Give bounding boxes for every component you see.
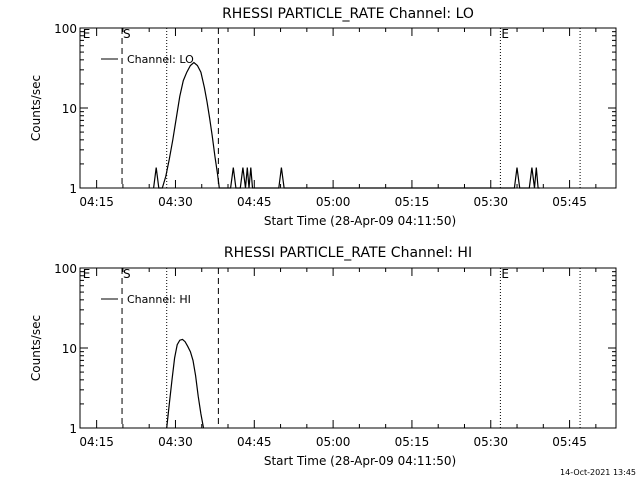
y-tick-label: 1 bbox=[69, 422, 77, 436]
annotation-label: E bbox=[501, 27, 509, 41]
x-tick-label: 05:45 bbox=[552, 435, 587, 449]
x-tick-label: 05:15 bbox=[395, 195, 430, 209]
plot-frame-lo bbox=[79, 27, 617, 189]
x-tick-label: 05:00 bbox=[316, 435, 351, 449]
legend-entry-hi: Channel: HI bbox=[127, 293, 191, 306]
panel-lo: RHESSI PARTICLE_RATE Channel: LO 04:15 04:… bbox=[29, 6, 617, 228]
plot-frame-hi bbox=[79, 267, 617, 429]
annotation-label: E bbox=[83, 27, 91, 41]
chart-title-hi: RHESSI PARTICLE_RATE Channel: HI bbox=[224, 245, 472, 261]
annotation-label: S bbox=[123, 267, 131, 281]
annotation-label: E bbox=[83, 267, 91, 281]
y-tick-label: 100 bbox=[54, 22, 77, 36]
x-tick-label: 05:30 bbox=[473, 435, 508, 449]
annotation-label: E bbox=[501, 267, 509, 281]
legend-entry-lo: Channel: LO bbox=[127, 53, 194, 66]
footer-timestamp: 14-Oct-2021 13:45 bbox=[560, 468, 636, 477]
y-tick-label: 1 bbox=[69, 182, 77, 196]
x-tick-label: 04:15 bbox=[79, 195, 114, 209]
x-tick-label: 05:00 bbox=[316, 195, 351, 209]
chart-title-lo: RHESSI PARTICLE_RATE Channel: LO bbox=[222, 6, 474, 22]
x-tick-label: 05:30 bbox=[473, 195, 508, 209]
y-tick-label: 10 bbox=[62, 102, 77, 116]
series-line-hi bbox=[166, 338, 205, 429]
x-tick-label: 04:45 bbox=[237, 435, 272, 449]
panel-hi: RHESSI PARTICLE_RATE Channel: HI 04:15 04:… bbox=[29, 245, 617, 468]
x-tick-label: 04:45 bbox=[237, 195, 272, 209]
x-tick-label: 04:15 bbox=[79, 435, 114, 449]
x-tick-label: 04:30 bbox=[158, 435, 193, 449]
x-tick-label: 05:15 bbox=[395, 435, 430, 449]
y-tick-label: 10 bbox=[62, 342, 77, 356]
annotation-label: S bbox=[123, 27, 131, 41]
x-axis-label-hi: Start Time (28-Apr-09 04:11:50) bbox=[264, 454, 456, 468]
x-axis-label-lo: Start Time (28-Apr-09 04:11:50) bbox=[264, 214, 456, 228]
series-line-lo bbox=[153, 61, 540, 189]
x-tick-label: 05:45 bbox=[552, 195, 587, 209]
y-axis-label-hi: Counts/sec bbox=[29, 315, 43, 381]
y-axis-label-lo: Counts/sec bbox=[29, 75, 43, 141]
y-tick-label: 100 bbox=[54, 262, 77, 276]
x-tick-label: 04:30 bbox=[158, 195, 193, 209]
